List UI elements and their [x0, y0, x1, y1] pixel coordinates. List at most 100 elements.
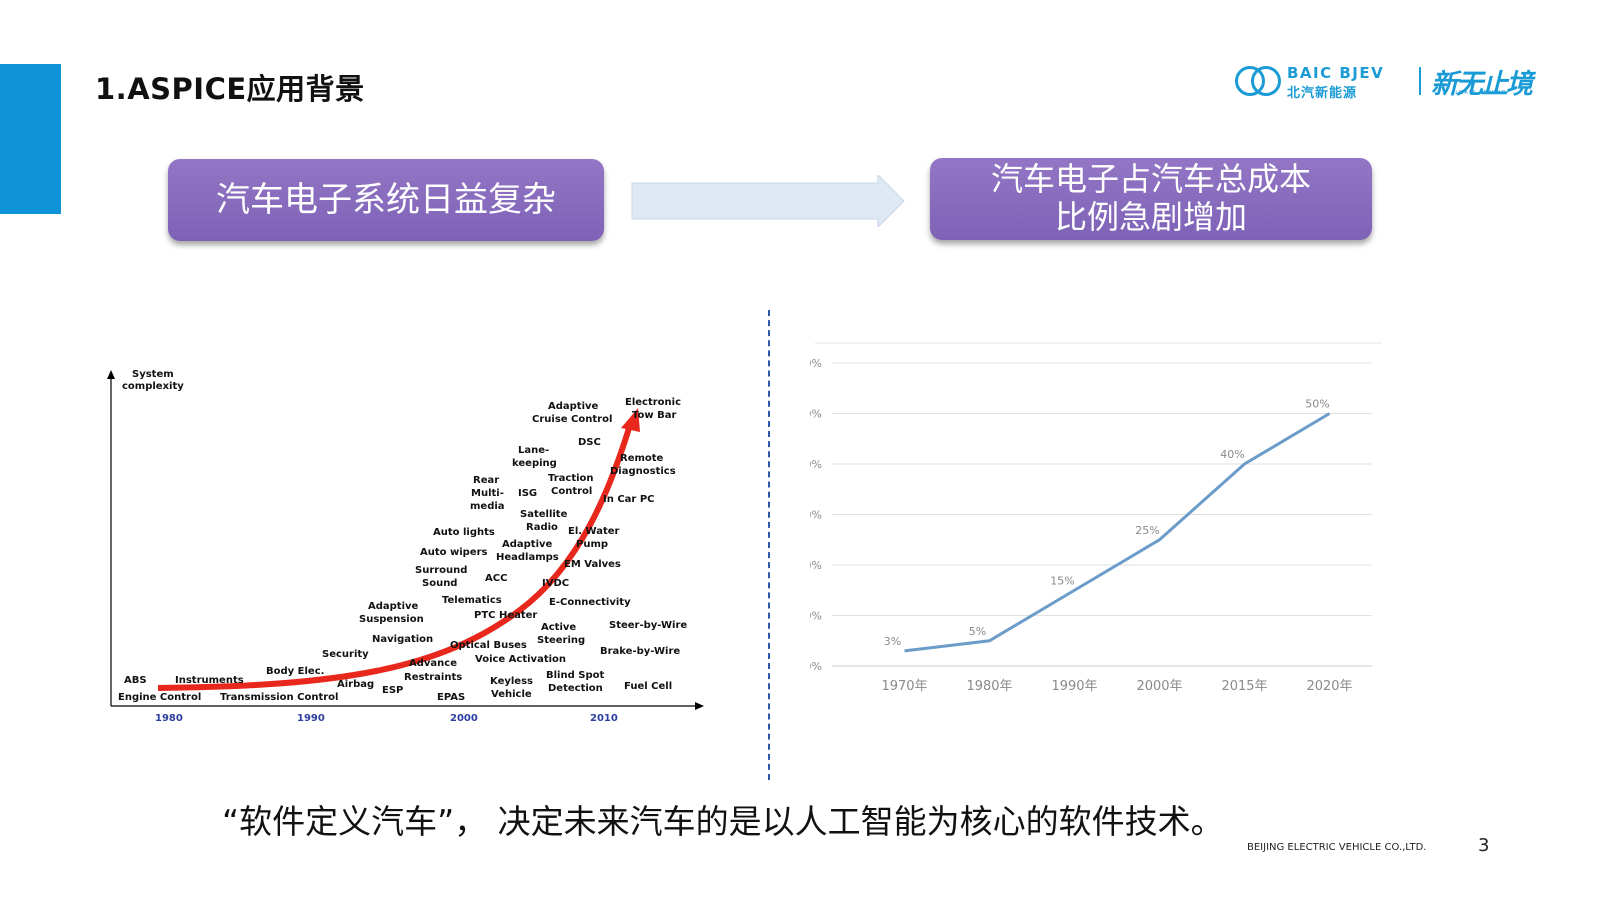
feature-label: Adaptive	[368, 601, 419, 612]
feature-label: Lane-	[518, 445, 549, 456]
feature-label: Restraints	[404, 672, 462, 683]
slide-title: 1.ASPICE应用背景	[95, 72, 365, 106]
y-axis-label: System	[132, 370, 174, 380]
brand-logo: BAIC BJEV 北汽新能源 新无止境 ALWAYS BEYOND	[1235, 62, 1555, 102]
logo-separator	[1419, 67, 1421, 95]
feature-label: Control	[551, 486, 592, 497]
logo-slogan-sub: ALWAYS BEYOND	[1451, 90, 1507, 96]
x-tick: 1990	[297, 713, 325, 724]
feature-label: Fuel Cell	[624, 681, 672, 692]
data-label: 15%	[1050, 574, 1074, 587]
feature-label: Steer-by-Wire	[609, 620, 687, 631]
x-tick-label: 2015年	[1221, 679, 1267, 694]
feature-label: Keyless	[490, 676, 533, 687]
feature-label: Sound	[422, 578, 457, 589]
x-tick-label: 1970年	[881, 679, 927, 694]
data-label: 50%	[1305, 398, 1329, 411]
feature-label: Advance	[409, 658, 457, 669]
data-label: 25%	[1135, 524, 1159, 537]
feature-label: Instruments	[175, 675, 244, 686]
feature-label: Satellite	[520, 509, 568, 520]
data-label: 3%	[884, 635, 901, 648]
feature-label: Optical Buses	[450, 640, 527, 651]
cost-ratio-chart: 0% 10% 20% 30% 40% 50% 60% 1970年 1980年 1990年 2000…	[810, 342, 1382, 694]
feature-label: EM Valves	[564, 559, 621, 570]
logo-brand-cn: 北汽新能源	[1287, 86, 1358, 101]
feature-label: Headlamps	[496, 552, 559, 563]
feature-label: ESP	[382, 685, 403, 696]
flow-arrow-icon	[631, 175, 905, 227]
feature-label: ABS	[124, 675, 147, 686]
feature-label: Active	[541, 622, 576, 633]
feature-label: Radio	[526, 522, 558, 533]
feature-label: Pump	[576, 539, 608, 550]
feature-label: Adaptive	[548, 401, 599, 412]
complexity-diagram: System complexity 1980 1990 2000 2010 AB…	[107, 370, 704, 724]
x-tick-label: 2000年	[1136, 679, 1182, 694]
feature-label: El. Water	[568, 526, 620, 537]
data-label: 5%	[969, 625, 986, 638]
complexity-curve	[157, 424, 633, 691]
feature-label: ISG	[518, 488, 537, 499]
y-tick-label: 30%	[810, 509, 822, 522]
feature-label: Engine Control	[118, 692, 201, 703]
logo-brand-en: BAIC BJEV	[1287, 64, 1385, 82]
cost-ratio-box: 汽车电子占汽车总成本 比例急剧增加	[930, 158, 1372, 240]
feature-label: Adaptive	[502, 539, 553, 550]
footer-company: BEIJING ELECTRIC VEHICLE CO.,LTD.	[1247, 842, 1427, 853]
feature-label: Brake-by-Wire	[600, 646, 680, 657]
feature-label: Rear	[473, 475, 499, 486]
feature-label: Navigation	[372, 634, 433, 645]
feature-label: Remote	[620, 453, 664, 464]
x-axis-arrow-icon	[695, 702, 704, 710]
feature-label: Transmission Control	[220, 692, 338, 703]
dashed-divider	[768, 310, 770, 780]
x-tick-label: 1980年	[966, 679, 1012, 694]
feature-label: keeping	[512, 458, 557, 469]
feature-label: Diagnostics	[610, 466, 676, 477]
feature-label: Surround	[415, 565, 467, 576]
y-tick-label: 0%	[810, 660, 822, 673]
x-tick-label: 2020年	[1306, 679, 1352, 694]
feature-label: media	[470, 501, 505, 512]
y-tick-label: 50%	[810, 408, 822, 421]
logo-slogan: 新无止境	[1431, 69, 1533, 100]
feature-label: Telematics	[442, 595, 502, 606]
feature-label: ACC	[485, 573, 507, 584]
feature-label: Blind Spot	[546, 670, 604, 681]
complexity-box: 汽车电子系统日益复杂	[168, 159, 604, 241]
logo-ring-icon	[1251, 66, 1281, 96]
x-tick: 2000	[450, 713, 478, 724]
feature-label: Vehicle	[491, 689, 532, 700]
feature-label: Auto wipers	[420, 547, 488, 558]
x-tick: 1980	[155, 713, 183, 724]
feature-label: Electronic	[625, 397, 681, 408]
data-label: 40%	[1220, 448, 1244, 461]
curve-arrow-icon	[621, 408, 640, 432]
feature-label: Tow Bar	[632, 410, 676, 421]
series-line	[904, 412, 1331, 653]
feature-label: Voice Activation	[475, 654, 566, 665]
y-axis-arrow-icon	[107, 370, 115, 379]
feature-label: Detection	[548, 683, 603, 694]
x-tick: 2010	[590, 713, 618, 724]
feature-label: Body Elec.	[266, 666, 324, 677]
feature-label: Airbag	[337, 679, 374, 690]
feature-label: E-Connectivity	[549, 597, 631, 608]
feature-label: IVDC	[542, 578, 569, 589]
accent-bar	[0, 64, 61, 214]
bottom-statement: “软件定义汽车”， 决定未来汽车的是以人工智能为核心的软件技术。	[222, 802, 1224, 841]
feature-label: EPAS	[437, 692, 465, 703]
feature-label: Multi-	[471, 488, 504, 499]
feature-label: Cruise Control	[532, 414, 612, 425]
feature-label: Suspension	[359, 614, 424, 625]
feature-label: Auto lights	[433, 527, 495, 538]
cost-ratio-line1: 汽车电子占汽车总成本	[990, 160, 1311, 198]
feature-label: In Car PC	[603, 494, 655, 505]
cost-ratio-line2: 比例急剧增加	[1054, 198, 1247, 236]
feature-label: Steering	[537, 635, 585, 646]
feature-label: PTC Heater	[474, 610, 537, 621]
y-tick-label: 60%	[810, 357, 822, 370]
feature-label: Security	[322, 649, 369, 660]
x-tick-label: 1990年	[1051, 679, 1097, 694]
